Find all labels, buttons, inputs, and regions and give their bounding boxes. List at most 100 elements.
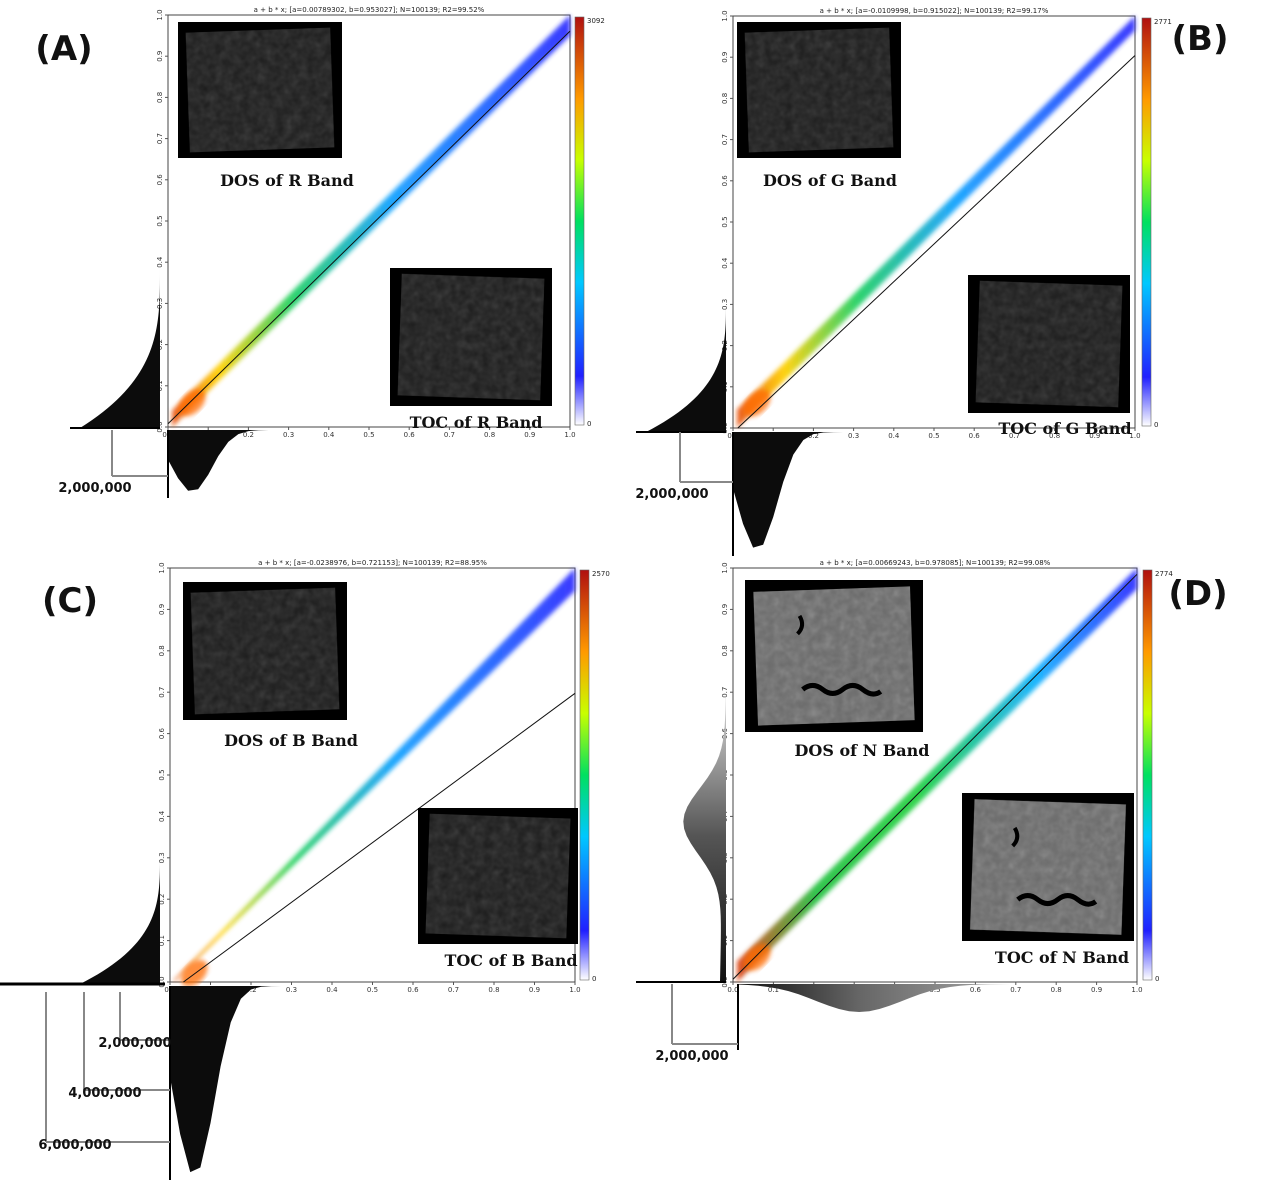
x-tick-label: 0.8	[1049, 432, 1060, 440]
panel-label: (C)	[42, 581, 98, 621]
y-tick-label: 0.6	[158, 727, 166, 739]
x-tick-label: 0.3	[848, 432, 859, 440]
panel-a: 0.00.10.20.30.40.50.60.70.80.91.00.00.10…	[35, 6, 605, 498]
panel-c: 0.00.10.20.30.40.50.60.70.80.91.00.00.10…	[0, 559, 610, 1180]
y-tick-label: 0.5	[156, 215, 164, 226]
hist-count-label: 2,000,000	[635, 487, 708, 502]
y-tick-label: 0.7	[158, 687, 166, 698]
colorbar-max-label: 2771	[1154, 18, 1172, 26]
hist-count-label: 2,000,000	[98, 1036, 171, 1051]
x-tick-label: 0.0	[727, 986, 738, 994]
colorbar-max-label: 3092	[587, 17, 605, 25]
colorbar-min-label: 0	[1155, 975, 1159, 983]
hist-count-label: 4,000,000	[68, 1086, 141, 1101]
colorbar-min-label: 0	[587, 420, 591, 428]
density-core	[178, 389, 206, 417]
x-tick-label: 0.4	[888, 432, 900, 440]
y-tick-label: 0.5	[158, 769, 166, 780]
panel-label: (B)	[1172, 19, 1229, 59]
colorbar-min-label: 0	[592, 975, 596, 983]
x-marginal-histogram	[738, 984, 1142, 1012]
hist-leader	[45, 992, 170, 1143]
x-tick-label: 0.5	[929, 986, 940, 994]
inset-texture	[185, 27, 335, 153]
inset-bottom-image	[390, 268, 552, 406]
hist-leader	[679, 432, 733, 483]
panel-b: 0.00.10.20.30.40.50.60.70.80.91.00.00.10…	[635, 7, 1229, 556]
x-tick-label: 0.7	[448, 986, 459, 994]
x-tick-label: 0.8	[488, 986, 499, 994]
y-marginal-histogram	[683, 690, 726, 982]
inset-top-image	[745, 580, 923, 732]
inset-texture	[190, 587, 340, 715]
y-tick-label: 0.6	[721, 175, 729, 187]
y-tick-label: 0.8	[156, 92, 164, 103]
inset-texture	[753, 586, 915, 726]
regression-line	[732, 573, 1138, 980]
hist-leader	[111, 430, 168, 477]
x-tick-label: 1.0	[569, 986, 580, 994]
density-core	[743, 944, 771, 971]
inset-bottom-caption: TOC of N Band	[995, 948, 1129, 967]
panel-label: (D)	[1168, 574, 1227, 614]
y-tick-label: 0.9	[721, 604, 729, 615]
x-tick-label: 1.0	[1129, 432, 1140, 440]
hist-count-label: 2,000,000	[58, 481, 131, 496]
y-tick-label: 0.6	[156, 174, 164, 186]
fit-title: a + b * x; [a=0.00669243, b=0.978085]; N…	[820, 559, 1051, 567]
x-tick-label: 0.4	[326, 986, 338, 994]
hist-leader	[671, 984, 738, 1045]
x-tick-label: 0.5	[363, 431, 374, 439]
x-tick-label: 0.2	[243, 431, 254, 439]
x-tick-label: 0.8	[484, 431, 495, 439]
y-tick-label: 1.0	[721, 10, 729, 21]
density-band	[737, 16, 1135, 428]
density-band	[174, 568, 576, 982]
inset-top-image	[183, 582, 347, 720]
hist-leader	[83, 992, 170, 1091]
lake-feature	[796, 614, 805, 636]
x-tick-label: 0.1	[768, 986, 779, 994]
colorbar	[579, 569, 590, 981]
fit-title: a + b * x; [a=-0.0109998, b=0.915022]; N…	[820, 7, 1049, 15]
river-feature	[801, 682, 883, 697]
y-tick-label: 0.3	[721, 299, 729, 310]
regression-line	[737, 55, 1136, 429]
colorbar	[1141, 17, 1152, 427]
y-marginal-histogram	[80, 268, 160, 428]
x-tick-label: 0.4	[323, 431, 335, 439]
fit-title: a + b * x; [a=-0.0238976, b=0.721153]; N…	[258, 559, 487, 567]
x-tick-label: 0.9	[524, 431, 535, 439]
inset-top-caption: DOS of B Band	[224, 731, 358, 750]
x-tick-label: 0.2	[808, 432, 819, 440]
inset-top-caption: DOS of G Band	[763, 171, 897, 190]
inset-top-image	[178, 22, 342, 158]
x-tick-label: 0.9	[1089, 432, 1100, 440]
y-marginal-histogram	[80, 855, 160, 984]
y-tick-label: 0.8	[721, 645, 729, 656]
colorbar	[1142, 569, 1153, 981]
y-tick-label: 0.0	[158, 976, 166, 987]
inset-bottom-image	[418, 808, 578, 944]
x-marginal-histogram	[168, 430, 570, 491]
x-tick-label: 0.6	[404, 431, 416, 439]
colorbar	[574, 16, 585, 426]
hist-count-label: 2,000,000	[655, 1049, 728, 1064]
inset-bottom-caption: TOC of G Band	[998, 419, 1131, 438]
density-core	[180, 959, 208, 987]
colorbar-min-label: 0	[1154, 421, 1158, 429]
x-tick-label: 0.5	[928, 432, 939, 440]
regression-line	[183, 692, 576, 983]
x-tick-label: 0.5	[367, 986, 378, 994]
inset-texture	[975, 280, 1123, 408]
inset-top-caption: DOS of N Band	[795, 741, 930, 760]
lake-feature	[1011, 826, 1020, 848]
y-tick-label: 0.9	[156, 51, 164, 62]
fit-title: a + b * x; [a=0.00789302, b=0.953027]; N…	[254, 6, 485, 14]
inset-texture	[425, 813, 571, 939]
y-tick-label: 1.0	[158, 562, 166, 573]
x-tick-label: 0.9	[1091, 986, 1102, 994]
inset-texture	[397, 273, 545, 401]
y-tick-label: 1.0	[721, 562, 729, 573]
river-feature	[1016, 893, 1098, 907]
